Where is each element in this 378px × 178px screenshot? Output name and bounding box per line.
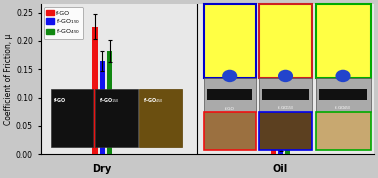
Text: f-GO$_{450}$: f-GO$_{450}$ — [143, 96, 164, 105]
Text: f-GO$_{150}$: f-GO$_{150}$ — [99, 96, 119, 105]
Bar — [99, 61, 105, 154]
Bar — [271, 136, 276, 154]
Bar — [285, 132, 291, 154]
Text: f-GO$_{150}$: f-GO$_{150}$ — [277, 105, 294, 112]
Legend: f-GO, f-GO$_{150}$, f-GO$_{450}$: f-GO, f-GO$_{150}$, f-GO$_{450}$ — [44, 7, 83, 39]
Text: f-GO$_{450}$: f-GO$_{450}$ — [334, 105, 352, 112]
Bar — [278, 150, 283, 154]
Bar — [92, 27, 98, 154]
Text: f-GO: f-GO — [225, 107, 235, 111]
Text: f-GO: f-GO — [54, 98, 67, 103]
Y-axis label: Coefficient of Friction, μ: Coefficient of Friction, μ — [4, 33, 13, 125]
Bar — [107, 51, 112, 154]
